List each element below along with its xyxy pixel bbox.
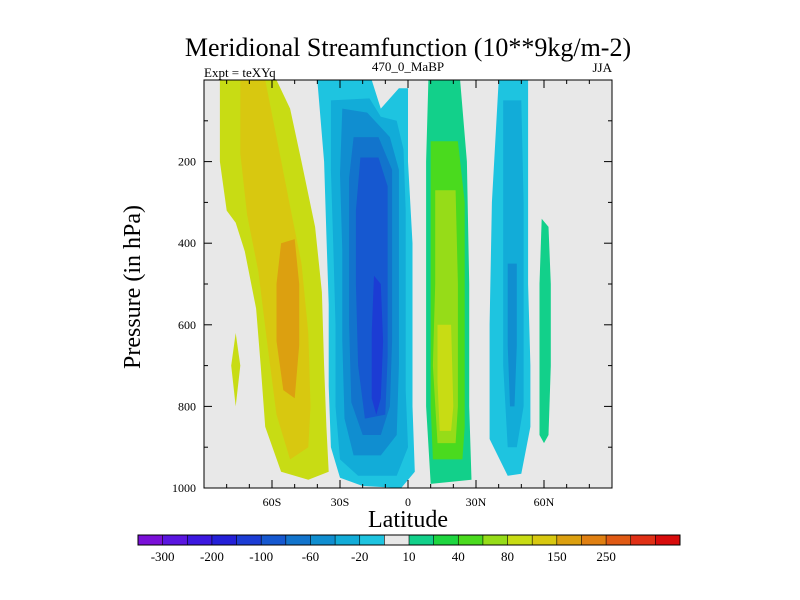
colorbar-swatch (261, 535, 287, 545)
x-tick-label: 60S (263, 495, 282, 509)
y-axis-label: Pressure (in hPa) (120, 205, 146, 369)
y-tick-label: 1000 (172, 481, 196, 495)
contour-region-northern-hadley-4 (437, 324, 454, 431)
experiment-label: Expt = teXYq (204, 65, 276, 80)
colorbar-label: 250 (596, 549, 616, 564)
x-axis-label: Latitude (368, 507, 448, 533)
colorbar-swatch (409, 535, 434, 545)
colorbar-label: 40 (452, 549, 465, 564)
colorbar-frame (137, 534, 681, 546)
colorbar-swatch (285, 535, 311, 545)
chart-title: Meridional Streamfunction (10**9kg/m-2) (185, 33, 631, 62)
colorbar-swatch (384, 535, 410, 545)
y-tick-label: 200 (178, 155, 196, 169)
contour-region-hadley-cell-6 (371, 275, 384, 415)
season-label: JJA (592, 60, 612, 75)
contour-regions (219, 80, 551, 488)
colorbar-swatch (310, 535, 336, 545)
y-tick-label: 800 (178, 399, 196, 413)
colorbar-swatch (532, 535, 558, 545)
colorbar-swatch (482, 535, 508, 545)
colorbar-label: 10 (403, 549, 416, 564)
x-tick-label: 60N (534, 495, 555, 509)
colorbar-label: 150 (547, 549, 567, 564)
period-label: 470_0_MaBP (372, 59, 444, 74)
colorbar-swatch (187, 535, 213, 545)
colorbar-swatch (236, 535, 262, 545)
colorbar-swatch (335, 535, 361, 545)
x-tick-label: 30S (331, 495, 350, 509)
y-tick-label: 400 (178, 236, 196, 250)
colorbar-label: -200 (200, 549, 224, 564)
colorbar: -300 -200 -100 -60 -20 10 40 80 150 250 (137, 534, 681, 564)
x-tick-label: 30N (466, 495, 487, 509)
colorbar-label: -300 (151, 549, 175, 564)
colorbar-swatch (138, 535, 163, 545)
plot-area: 60S 30S 0 30N 60N 200 400 600 800 1000 (172, 79, 613, 509)
y-tick-label: 600 (178, 318, 196, 332)
colorbar-swatch (162, 535, 188, 545)
y-axis-ticks: 200 400 600 800 1000 (172, 120, 612, 495)
contour-region-southern-weak-strip (231, 333, 241, 407)
colorbar-swatch (458, 535, 484, 545)
colorbar-swatch (655, 535, 681, 545)
colorbar-swatch (507, 535, 533, 545)
colorbar-swatch (581, 535, 607, 545)
colorbar-swatch (211, 535, 237, 545)
colorbar-swatch (606, 535, 632, 545)
contour-region-southern-cell-inner (276, 239, 300, 399)
contour-region-polar-strip (539, 218, 551, 444)
colorbar-label: -100 (249, 549, 273, 564)
contour-region-northern-ferrel-3 (507, 263, 517, 407)
colorbar-swatch (359, 535, 385, 545)
x-axis-ticks: 60S 30S 0 30N 60N (226, 80, 590, 509)
colorbar-swatch (556, 535, 582, 545)
x-tick-label: 0 (405, 495, 411, 509)
colorbar-swatch (630, 535, 656, 545)
colorbar-swatch (433, 535, 459, 545)
colorbar-label: -20 (351, 549, 368, 564)
colorbar-label: 80 (501, 549, 514, 564)
colorbar-label: -60 (302, 549, 319, 564)
